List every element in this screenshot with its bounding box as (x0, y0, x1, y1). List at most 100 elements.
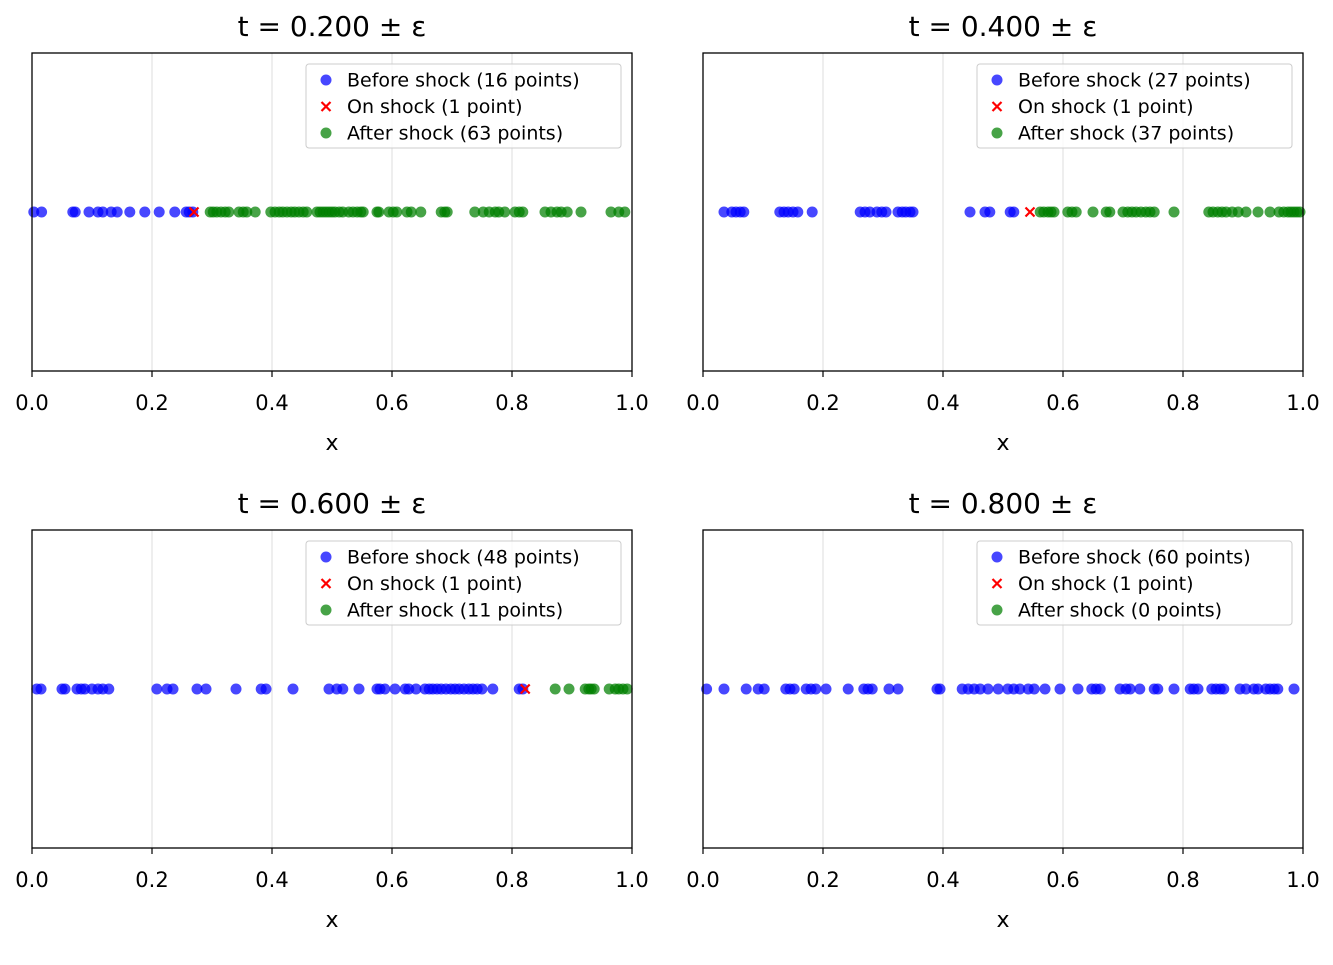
axes-frame (702, 529, 1304, 849)
data-point-before-shock (1124, 683, 1136, 695)
data-point-after-shock (249, 206, 261, 218)
legend-box (976, 540, 1293, 626)
legend-entry-label: On shock (1 point) (347, 573, 523, 595)
subplot-title: t = 0.400 ± ε (909, 10, 1098, 43)
data-point-before-shock (964, 206, 976, 218)
x-tick-label: 0.8 (495, 391, 528, 415)
data-point-before-shock (738, 206, 750, 218)
data-point-before-shock (984, 206, 996, 218)
data-point-before-shock (124, 206, 136, 218)
data-point-before-shock (892, 683, 904, 695)
data-point-after-shock (1048, 206, 1060, 218)
data-point-before-shock (907, 206, 919, 218)
x-axis-label: x (996, 431, 1009, 456)
data-point-before-shock (758, 683, 770, 695)
data-point-before-shock (389, 683, 401, 695)
data-point-before-shock (1272, 683, 1284, 695)
data-point-after-shock (621, 683, 633, 695)
x-axis-label: x (325, 908, 338, 933)
data-point-after-shock (469, 206, 481, 218)
x-tick-label: 0.0 (15, 868, 48, 892)
data-point-before-shock (379, 683, 391, 695)
legend-marker-before-shock (991, 551, 1003, 563)
x-tick-label: 0.0 (686, 868, 719, 892)
data-point-after-shock (241, 206, 253, 218)
data-point-before-shock (410, 683, 422, 695)
subplot-title: t = 0.600 ± ε (238, 487, 427, 520)
data-point-before-shock (97, 206, 109, 218)
data-point-after-shock (563, 683, 575, 695)
data-point-before-shock (718, 206, 730, 218)
legend-marker-before-shock (320, 74, 332, 86)
data-point-before-shock (139, 206, 151, 218)
x-axis-label: x (996, 908, 1009, 933)
data-point-after-shock (441, 206, 453, 218)
data-point-before-shock (842, 683, 854, 695)
x-tick-label: 0.8 (1166, 391, 1199, 415)
data-point-before-shock (111, 206, 123, 218)
x-tick-label: 0.4 (926, 868, 959, 892)
data-point-before-shock (718, 683, 730, 695)
data-point-after-shock (405, 206, 417, 218)
subplot-1: t = 0.200 ± ε 0.0 0.2 0.4 0.6 0.8 1.0 x Before s… (15, 10, 648, 456)
x-tick-label: 0.6 (1046, 868, 1079, 892)
data-point-after-shock (549, 683, 561, 695)
axes-frame (31, 529, 633, 849)
data-point-after-shock (588, 683, 600, 695)
data-point-before-shock (1028, 683, 1040, 695)
data-point-after-shock (561, 206, 573, 218)
x-tick-label: 1.0 (615, 391, 648, 415)
data-point-before-shock (287, 683, 299, 695)
data-point-before-shock (934, 683, 946, 695)
legend-marker-on-shock (320, 101, 332, 112)
subplot-3: t = 0.600 ± ε 0.0 0.2 0.4 0.6 0.8 1.0 x Before s… (15, 487, 648, 933)
legend-marker-after-shock (320, 604, 332, 616)
data-point-before-shock (1240, 683, 1252, 695)
x-tick-label: 1.0 (1286, 391, 1319, 415)
data-point-before-shock (1094, 683, 1106, 695)
legend-entry-label: Before shock (27 points) (1018, 70, 1251, 92)
data-point-before-shock (1218, 683, 1230, 695)
data-point-before-shock (992, 683, 1004, 695)
data-point-before-shock (1288, 683, 1300, 695)
legend-entry-label: On shock (1 point) (347, 96, 523, 118)
data-point-after-shock (1252, 206, 1264, 218)
x-tick-label: 0.6 (1046, 391, 1079, 415)
data-point-before-shock (83, 206, 95, 218)
data-point-after-shock (517, 206, 529, 218)
data-point-before-shock (353, 683, 365, 695)
data-point-before-shock (517, 683, 529, 695)
legend-marker-after-shock (991, 127, 1003, 139)
data-point-after-shock (391, 206, 403, 218)
data-point-after-shock (1104, 206, 1116, 218)
x-tick-label: 0.2 (806, 868, 839, 892)
data-point-before-shock (337, 683, 349, 695)
data-point-after-shock (1264, 206, 1276, 218)
legend-entry-label: After shock (37 points) (1018, 123, 1234, 145)
data-point-before-shock (806, 206, 818, 218)
legend-box (976, 63, 1293, 149)
data-point-before-shock (792, 206, 804, 218)
data-point-before-shock (35, 683, 47, 695)
data-point-before-shock (1008, 206, 1020, 218)
data-point-before-shock (820, 683, 832, 695)
x-tick-label: 0.4 (255, 391, 288, 415)
x-tick-label: 0.8 (495, 868, 528, 892)
data-point-before-shock (28, 206, 40, 218)
marker-x-stroke (519, 683, 531, 695)
data-point-before-shock (701, 683, 713, 695)
data-point-before-shock (191, 683, 203, 695)
data-point-before-shock (487, 683, 499, 695)
marker-x-stroke (188, 206, 200, 218)
legend-marker-after-shock (320, 127, 332, 139)
data-point-before-shock (260, 683, 272, 695)
data-point-before-shock (69, 206, 81, 218)
x-tick-label: 0.2 (135, 391, 168, 415)
legend-entry-label: On shock (1 point) (1018, 96, 1194, 118)
marker-x-stroke (1024, 206, 1036, 218)
x-tick-label: 0.4 (926, 391, 959, 415)
data-point-after-shock (1294, 206, 1306, 218)
data-point-after-shock (619, 206, 631, 218)
x-axis-label: x (325, 431, 338, 456)
data-point-before-shock (1054, 683, 1066, 695)
